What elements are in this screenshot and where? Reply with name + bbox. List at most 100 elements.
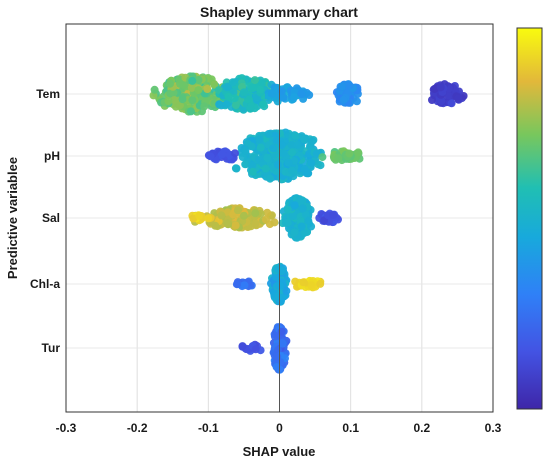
- shap-point: [277, 327, 286, 336]
- shap-point: [447, 99, 456, 108]
- shap-point: [248, 167, 257, 176]
- shap-point: [195, 211, 203, 220]
- shap-point: [297, 196, 306, 205]
- shap-point: [170, 96, 179, 104]
- shap-point: [233, 206, 242, 215]
- shap-point: [240, 88, 248, 97]
- shap-point: [232, 280, 241, 289]
- shap-point: [300, 135, 309, 144]
- x-tick-label: 0.1: [342, 421, 359, 435]
- shap-point: [436, 83, 445, 92]
- shap-point: [297, 222, 306, 231]
- shap-point: [231, 101, 240, 110]
- x-tick-label: -0.1: [198, 421, 219, 435]
- shap-point: [288, 148, 297, 157]
- shap-point: [290, 93, 298, 102]
- shap-point: [264, 130, 273, 138]
- shap-point: [290, 228, 299, 237]
- shap-point: [217, 211, 226, 220]
- shap-point: [188, 76, 197, 85]
- shap-point: [248, 161, 257, 170]
- shap-point: [150, 85, 159, 94]
- shap-point: [239, 211, 248, 220]
- shap-point: [230, 94, 239, 103]
- shap-point: [240, 281, 249, 290]
- shap-point: [273, 160, 282, 169]
- shap-point: [298, 204, 307, 213]
- x-tick-label: 0.2: [413, 421, 430, 435]
- shap-point: [248, 84, 257, 93]
- shap-point: [329, 211, 338, 219]
- shap-point: [334, 154, 343, 163]
- shap-point: [169, 88, 178, 97]
- shap-point: [241, 146, 250, 155]
- shap-point: [284, 158, 293, 167]
- beeswarm-points: [149, 72, 468, 374]
- shap-point: [238, 342, 247, 351]
- x-tick-label: 0.3: [485, 421, 502, 435]
- feature-points-Sal: [188, 194, 342, 242]
- shap-point: [300, 165, 309, 174]
- shap-point: [194, 76, 203, 84]
- shap-point: [283, 218, 292, 227]
- y-axis-labels: Tem pH Sal Chl-a Tur: [30, 87, 60, 355]
- shap-point: [278, 339, 287, 348]
- shap-point: [307, 158, 316, 167]
- y-tick-label: pH: [44, 149, 60, 163]
- feature-points-Tem: [149, 72, 468, 116]
- shap-point: [297, 90, 306, 99]
- shap-point: [206, 152, 215, 161]
- x-axis-ticks: -0.3 -0.2 -0.1 0 0.1 0.2 0.3: [56, 421, 502, 435]
- feature-points-Chl-a: [232, 262, 325, 306]
- shap-point: [255, 135, 264, 144]
- shap-point: [307, 281, 316, 290]
- shap-point: [204, 214, 213, 223]
- y-axis-label: Predictive variablee: [5, 157, 20, 279]
- shap-point: [231, 149, 239, 158]
- shap-point: [211, 221, 220, 230]
- y-tick-label: Chl-a: [30, 277, 60, 291]
- shap-point: [305, 91, 314, 99]
- shap-point: [247, 142, 256, 151]
- shap-point: [263, 154, 272, 163]
- shap-point: [166, 79, 174, 88]
- y-tick-label: Sal: [42, 211, 60, 225]
- shap-point: [338, 82, 347, 91]
- shap-point: [430, 84, 439, 93]
- shap-point: [318, 153, 327, 162]
- shap-point: [261, 164, 270, 173]
- shap-point: [187, 83, 196, 92]
- shap-point: [290, 201, 299, 210]
- shap-point: [246, 104, 255, 113]
- shap-point: [428, 96, 436, 104]
- shap-point: [299, 278, 308, 287]
- feature-points-pH: [204, 128, 364, 184]
- shap-point: [267, 89, 276, 98]
- shap-point: [271, 272, 280, 281]
- shap-point: [444, 91, 453, 100]
- shap-point: [261, 215, 270, 224]
- colorbar: [516, 27, 543, 410]
- shap-point: [224, 92, 233, 101]
- shap-point: [164, 97, 173, 106]
- x-tick-label: -0.3: [56, 421, 77, 435]
- shap-point: [282, 287, 291, 295]
- shap-point: [454, 94, 463, 103]
- x-axis-label: SHAP value: [243, 444, 316, 459]
- shap-point: [437, 97, 446, 106]
- shap-point: [238, 153, 247, 161]
- plot-area-frame: [65, 23, 494, 413]
- shap-point: [269, 144, 278, 153]
- shap-point: [256, 85, 265, 94]
- shap-point: [263, 208, 272, 217]
- shap-point: [287, 141, 296, 149]
- shap-point: [300, 229, 309, 237]
- shap-point: [279, 93, 288, 102]
- shap-point: [270, 332, 279, 341]
- shap-point: [270, 218, 279, 227]
- shap-point: [308, 137, 317, 146]
- shap-point: [272, 136, 281, 145]
- shap-point: [284, 205, 292, 214]
- shap-point: [231, 221, 240, 230]
